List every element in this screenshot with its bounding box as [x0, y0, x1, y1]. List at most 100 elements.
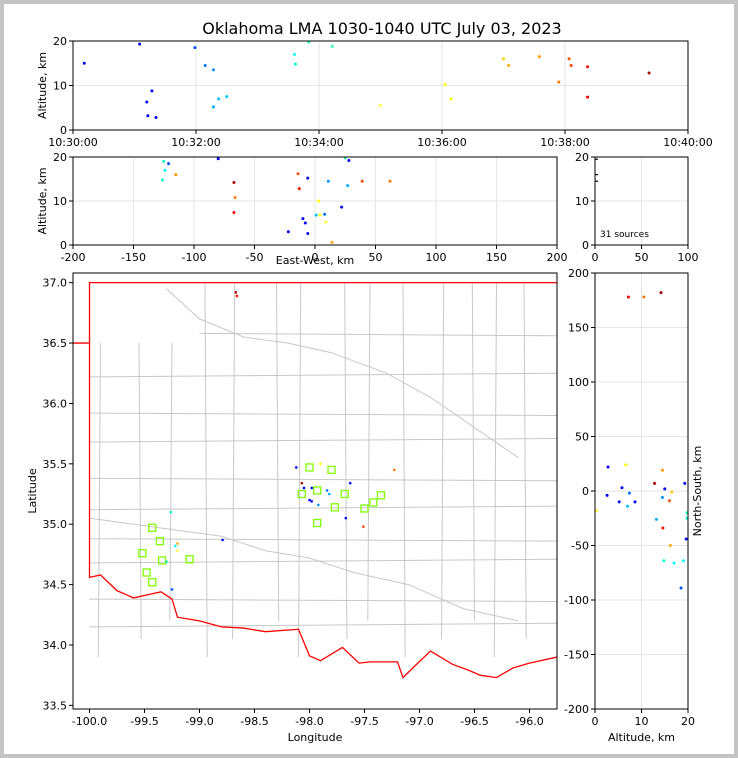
- x-tick-label: 150: [486, 251, 507, 264]
- source-point: [306, 176, 310, 180]
- source-point: [174, 544, 177, 548]
- x-tick-label: 10:36:00: [417, 136, 466, 149]
- source-point: [443, 83, 447, 87]
- source-point: [235, 294, 239, 298]
- county-boundary: [199, 332, 557, 337]
- source-point: [502, 57, 505, 61]
- county-boundary: [471, 282, 475, 621]
- lma-station-marker: [313, 486, 322, 495]
- source-point: [567, 57, 571, 61]
- source-point: [617, 500, 621, 504]
- source-point: [292, 52, 296, 56]
- source-point: [232, 210, 236, 214]
- x-tick-label: -98.0: [295, 715, 323, 728]
- x-tick-label: 0: [312, 251, 319, 264]
- source-count-annotation: 31 sources: [600, 230, 649, 240]
- source-point: [672, 561, 676, 565]
- source-point: [340, 205, 344, 209]
- lma-figure: Oklahoma LMA 1030-1040 UTC July 03, 2023…: [26, 19, 713, 744]
- county-boundary: [97, 343, 101, 658]
- y-axis-label: Altitude, km: [36, 52, 49, 119]
- y-tick-label: 33.5: [43, 699, 68, 712]
- source-point: [162, 159, 166, 163]
- y-tick-label: 10: [53, 195, 67, 208]
- county-boundary: [89, 538, 557, 542]
- source-point: [624, 463, 628, 467]
- x-tick-label: -96.5: [460, 715, 488, 728]
- source-point: [346, 184, 350, 188]
- source-point: [154, 116, 158, 120]
- source-point: [606, 465, 610, 469]
- x-tick-label: 100: [678, 251, 699, 264]
- source-point: [360, 179, 364, 183]
- source-point: [167, 162, 171, 166]
- y-tick-label: -100: [564, 594, 589, 607]
- county-boundary: [298, 282, 302, 658]
- county-boundary: [89, 622, 557, 628]
- county-boundary: [89, 437, 557, 443]
- source-point: [306, 232, 310, 236]
- source-point: [388, 179, 392, 183]
- state-boundary: [88, 343, 557, 679]
- lma-station-marker: [327, 465, 336, 475]
- county-boundary: [493, 282, 497, 658]
- source-point: [310, 486, 314, 490]
- source-point: [161, 178, 165, 182]
- county-boundary: [344, 282, 348, 639]
- altitude-histogram-panel: 0 50 100 0 10 20 31 sources: [575, 151, 699, 264]
- plot-frame: [72, 272, 558, 710]
- source-point: [681, 559, 685, 563]
- source-point: [647, 71, 651, 75]
- lma-station-marker: [330, 503, 339, 512]
- source-point: [507, 63, 511, 67]
- y-tick-label: 20: [575, 151, 589, 164]
- x-axis-label: Altitude, km: [608, 731, 675, 744]
- source-point: [314, 213, 318, 217]
- x-tick-label: -100: [182, 251, 207, 264]
- source-point: [310, 499, 314, 503]
- source-point: [217, 97, 221, 101]
- x-tick-label: 10:32:00: [171, 136, 220, 149]
- lma-station-marker: [340, 489, 349, 499]
- y-tick-label: 10: [575, 195, 589, 208]
- source-point: [620, 486, 624, 490]
- source-point: [145, 100, 149, 104]
- source-point: [296, 172, 300, 176]
- y-tick-label: 150: [568, 322, 589, 335]
- x-tick-label: 20: [681, 715, 695, 728]
- source-point: [146, 114, 150, 118]
- county-boundary: [89, 372, 557, 378]
- source-point: [211, 68, 215, 72]
- source-point: [662, 559, 666, 563]
- source-point: [586, 95, 590, 99]
- source-point: [659, 291, 663, 295]
- source-point: [663, 487, 667, 491]
- x-tick-label: 10:40:00: [663, 136, 712, 149]
- y-tick-label: 36.0: [43, 397, 68, 410]
- source-point: [668, 544, 672, 547]
- x-tick-label: 10:34:00: [294, 136, 343, 149]
- county-boundary: [204, 282, 208, 658]
- source-point: [667, 499, 671, 503]
- y-tick-label: 0: [582, 485, 589, 498]
- county-boundary: [402, 282, 406, 658]
- plan-view-map-panel: -100.0 -99.5 -99.0 -98.5 -98.0 -97.5 -97.0 -96.…: [26, 272, 558, 744]
- source-point: [626, 504, 630, 508]
- x-tick-label: -100.0: [72, 715, 107, 728]
- source-point: [176, 549, 179, 553]
- source-point: [221, 538, 224, 542]
- x-tick-label: -200: [61, 251, 86, 264]
- source-point: [176, 542, 179, 545]
- lma-station-marker: [157, 556, 167, 565]
- county-boundary: [89, 505, 557, 511]
- source-point: [362, 525, 365, 528]
- source-point: [293, 62, 297, 66]
- source-point: [174, 173, 178, 177]
- y-tick-label: -150: [564, 649, 589, 662]
- chart-title: Oklahoma LMA 1030-1040 UTC July 03, 2023: [202, 19, 561, 38]
- county-boundary: [89, 477, 557, 482]
- source-point: [330, 44, 334, 48]
- x-tick-label: -99.5: [130, 715, 158, 728]
- source-point: [679, 586, 683, 590]
- x-tick-label: 50: [635, 251, 649, 264]
